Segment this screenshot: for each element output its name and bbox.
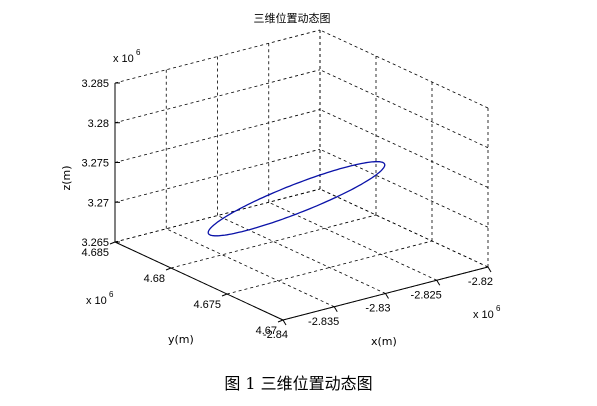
svg-text:6: 6 (109, 290, 114, 299)
grid-line (114, 29, 321, 84)
grid-line (114, 109, 321, 163)
x-tick (333, 306, 338, 313)
trajectory-line (207, 160, 386, 237)
grid-line (114, 69, 321, 124)
grid-line (319, 69, 489, 149)
grid (114, 29, 489, 321)
y-tick-label: 4.675 (193, 299, 221, 311)
y-axis-line (114, 241, 284, 321)
grid-line (226, 240, 433, 295)
grid-line (319, 148, 489, 228)
grid-line (319, 188, 489, 268)
y-tick-label: 4.68 (144, 273, 165, 285)
svg-text:x 10: x 10 (113, 53, 134, 65)
grid-line (319, 29, 489, 109)
y-axis-label: y(m) (168, 333, 194, 346)
z-axis: 3.265 3.27 3.275 3.28 3.285 (81, 78, 120, 249)
z-tick-label: 3.275 (81, 158, 109, 170)
y-tick-label: 4.67 (256, 325, 277, 337)
x-tick-label: -2.84 (263, 329, 288, 341)
x-tick (436, 279, 441, 286)
grid-line (170, 214, 377, 269)
grid-line (268, 201, 437, 281)
svg-text:x 10: x 10 (86, 295, 107, 307)
x-tick-label: -2.825 (411, 289, 442, 301)
z-multiplier: x 10 6 (113, 48, 141, 65)
y-tick-label: 4.685 (81, 247, 109, 259)
grid-line (166, 228, 335, 308)
y-multiplier: x 10 6 (86, 290, 114, 307)
x-multiplier: x 10 6 (473, 304, 501, 321)
x-tick (282, 319, 287, 326)
y-tick (221, 293, 228, 297)
y-axis: 4.67 4.675 4.68 4.685 (81, 241, 284, 337)
x-tick-label: -2.835 (308, 316, 339, 328)
x-tick (487, 266, 492, 273)
x-axis: -2.84 -2.835 -2.83 -2.825 -2.82 (263, 266, 493, 341)
grid-line (114, 148, 321, 203)
grid-line (319, 109, 489, 188)
z-axis-label: z(m) (60, 165, 73, 190)
x-tick (385, 293, 389, 299)
z-tick-label: 3.27 (88, 197, 109, 209)
y-tick (165, 267, 172, 271)
svg-text:6: 6 (136, 48, 141, 57)
svg-text:6: 6 (496, 304, 501, 313)
chart-title: 三维位置动态图 (254, 11, 331, 25)
grid-line (114, 188, 321, 243)
x-tick-label: -2.83 (365, 303, 390, 315)
y-tick (109, 241, 116, 245)
x-axis-label: x(m) (371, 335, 397, 348)
z-tick-label: 3.265 (81, 237, 109, 249)
x-tick-label: -2.82 (468, 276, 493, 288)
z-tick-label: 3.28 (88, 118, 109, 130)
y-tick (277, 319, 284, 323)
grid-line (217, 215, 386, 294)
z-tick-label: 3.285 (81, 78, 109, 90)
svg-text:x 10: x 10 (473, 309, 494, 321)
figure-caption: 图 1 三维位置动态图 (224, 374, 373, 393)
